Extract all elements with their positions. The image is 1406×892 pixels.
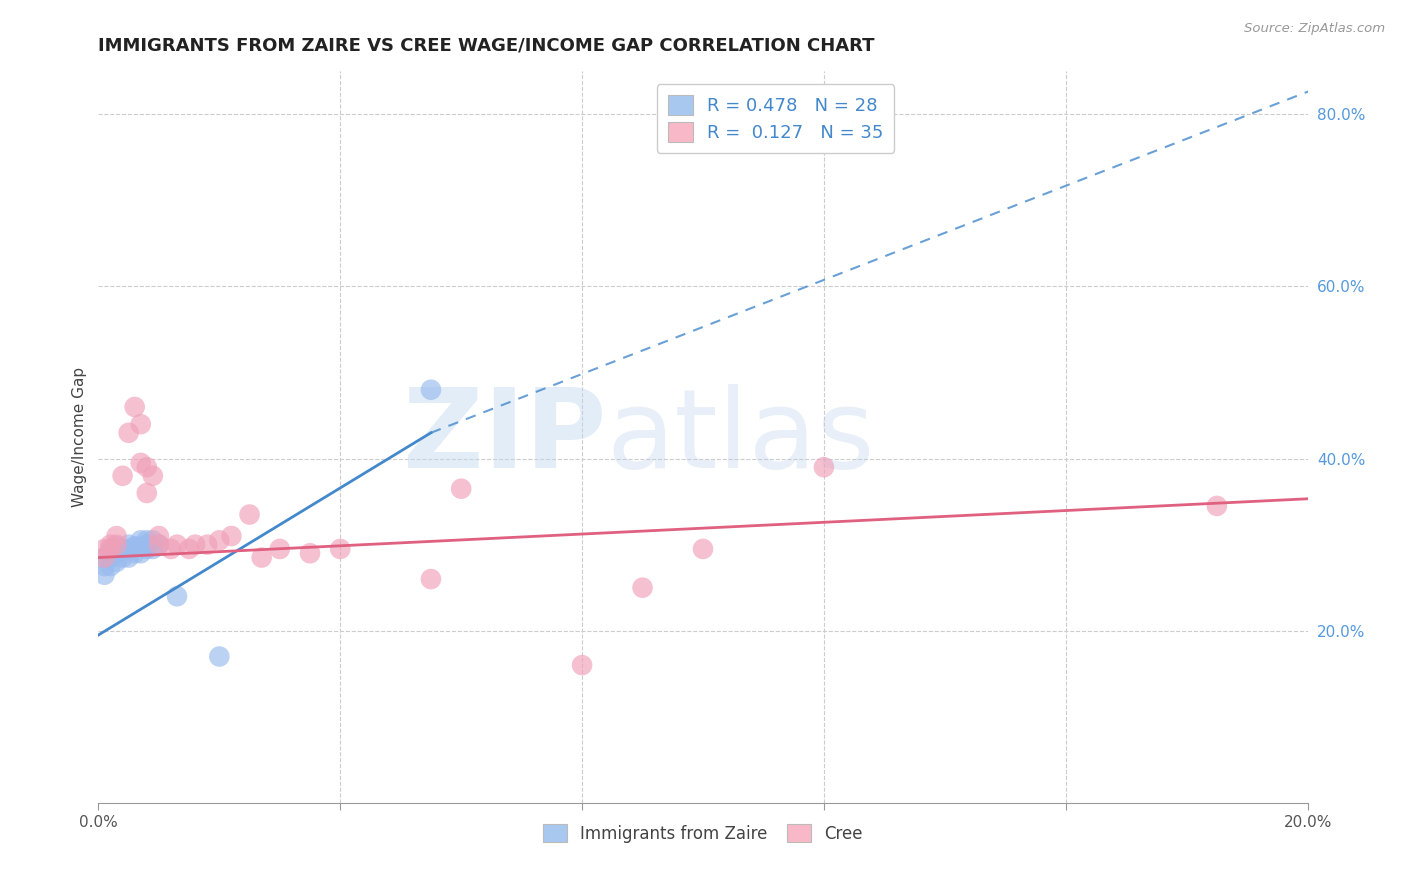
Point (148, 538, 170, 552)
Text: IMMIGRANTS FROM ZAIRE VS CREE WAGE/INCOME GAP CORRELATION CHART: IMMIGRANTS FROM ZAIRE VS CREE WAGE/INCOM… (98, 37, 875, 54)
Point (631, 581, 654, 595)
Point (124, 540, 146, 554)
Point (105, 540, 128, 554)
Point (166, 538, 188, 552)
Point (129, 540, 152, 554)
Point (129, 456, 152, 470)
Point (420, 383, 443, 397)
Point (1206, 499, 1229, 513)
Point (250, 550, 273, 565)
Point (93, 550, 115, 565)
Text: Source: ZipAtlas.com: Source: ZipAtlas.com (1244, 22, 1385, 36)
Point (129, 533, 152, 548)
Point (124, 400, 146, 414)
Point (208, 533, 231, 548)
Point (100, 559, 122, 574)
Y-axis label: Wage/Income Gap: Wage/Income Gap (72, 367, 87, 508)
Point (118, 550, 141, 565)
Point (129, 546, 152, 560)
Point (100, 541, 122, 556)
Point (166, 589, 188, 603)
Point (813, 460, 835, 475)
Point (118, 538, 141, 552)
Point (208, 649, 231, 664)
Point (142, 468, 165, 483)
Point (111, 468, 134, 483)
Text: atlas: atlas (606, 384, 875, 491)
Point (142, 541, 165, 556)
Point (148, 538, 170, 552)
Point (93, 559, 115, 574)
Point (239, 508, 262, 522)
Text: ZIP: ZIP (404, 384, 606, 491)
Point (111, 550, 134, 565)
Point (142, 533, 165, 548)
Point (160, 541, 183, 556)
Point (135, 538, 157, 552)
Point (93, 550, 115, 565)
Point (118, 425, 141, 440)
Point (105, 529, 128, 543)
Point (105, 555, 128, 569)
Point (105, 538, 128, 552)
Point (93, 541, 115, 556)
Point (129, 417, 152, 432)
Point (148, 529, 170, 543)
Point (105, 546, 128, 560)
Point (179, 541, 201, 556)
Point (221, 529, 243, 543)
Point (100, 538, 122, 552)
Point (571, 658, 593, 673)
Point (93, 567, 115, 582)
Point (100, 541, 122, 556)
Point (184, 538, 207, 552)
Point (692, 541, 714, 556)
Point (118, 541, 141, 556)
Point (100, 550, 122, 565)
Point (420, 572, 443, 586)
Point (135, 541, 157, 556)
Point (269, 541, 291, 556)
Point (135, 486, 157, 500)
Point (124, 546, 146, 560)
Legend: Immigrants from Zaire, Cree: Immigrants from Zaire, Cree (537, 817, 869, 849)
Point (450, 482, 472, 496)
Point (299, 546, 322, 560)
Point (195, 538, 218, 552)
Point (135, 533, 157, 548)
Point (135, 460, 157, 475)
Point (329, 541, 352, 556)
Point (111, 541, 134, 556)
